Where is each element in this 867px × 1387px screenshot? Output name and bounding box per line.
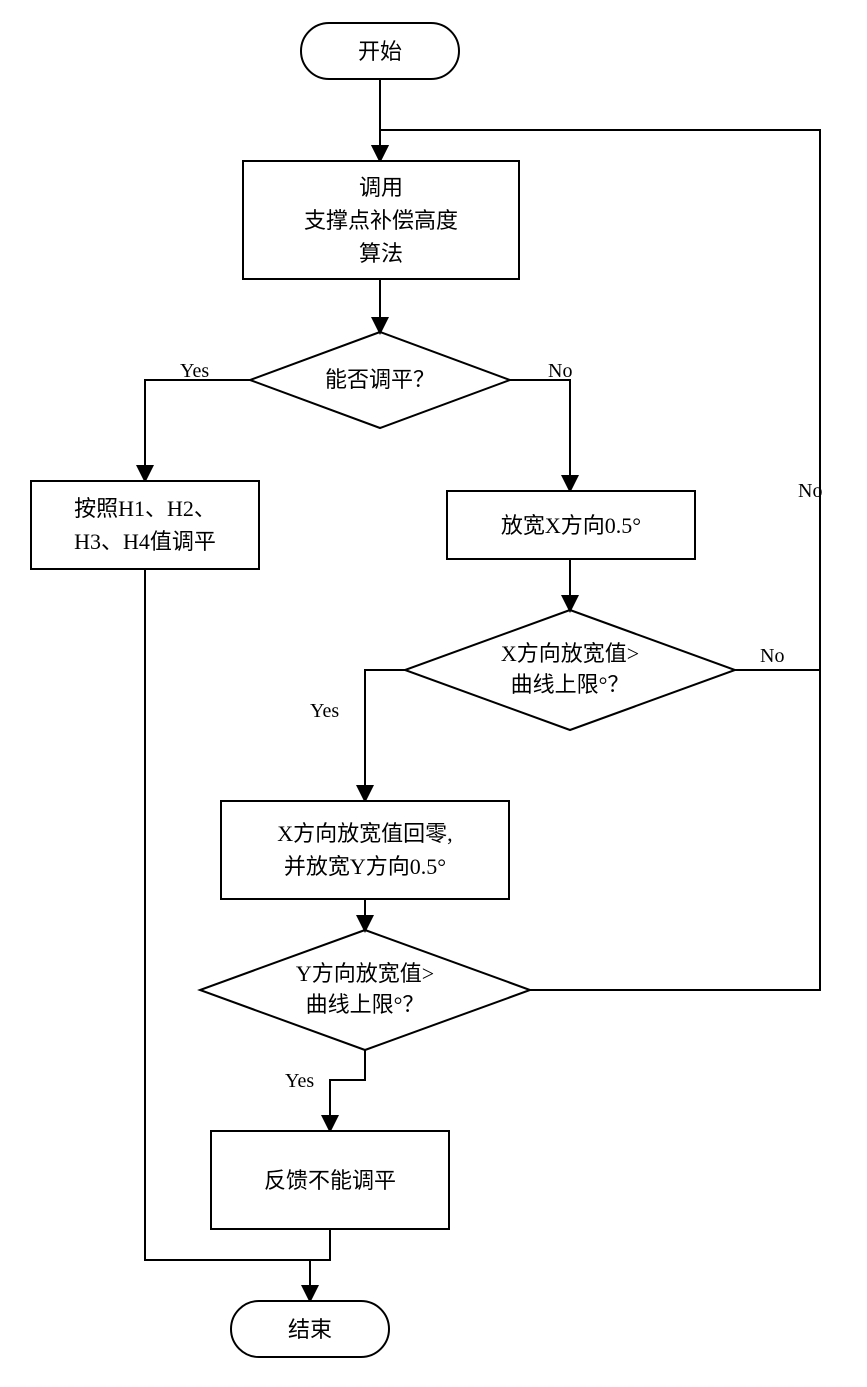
process-relaxX: 放宽X方向0.5° — [446, 490, 696, 560]
process-feedback: 反馈不能调平 — [210, 1130, 450, 1230]
edge-label-xLimit_yes: Yes — [310, 700, 339, 723]
edge-3 — [510, 380, 570, 490]
process-doLevel: 按照H1、H2、 H3、H4值调平 — [30, 480, 260, 570]
decision-label-xLimit: X方向放宽值> 曲线上限°？ — [405, 610, 735, 730]
process-algo: 调用 支撑点补偿高度 算法 — [242, 160, 520, 280]
terminal-end: 结束 — [230, 1300, 390, 1358]
edge-label-yLimit_no: No — [798, 480, 822, 503]
edge-8 — [330, 1050, 365, 1130]
edge-2 — [145, 380, 250, 480]
edge-label-canLevel_no: No — [548, 360, 572, 383]
edge-10 — [310, 1230, 330, 1300]
decision-label-yLimit: Y方向放宽值> 曲线上限°？ — [200, 930, 530, 1050]
edge-9 — [530, 130, 820, 990]
edge-label-yLimit_yes: Yes — [285, 1070, 314, 1093]
process-resetX: X方向放宽值回零, 并放宽Y方向0.5° — [220, 800, 510, 900]
terminal-start: 开始 — [300, 22, 460, 80]
edge-5 — [365, 670, 405, 800]
edge-label-xLimit_no: No — [760, 645, 784, 668]
edge-label-canLevel_yes: Yes — [180, 360, 209, 383]
decision-label-canLevel: 能否调平？ — [250, 332, 510, 428]
